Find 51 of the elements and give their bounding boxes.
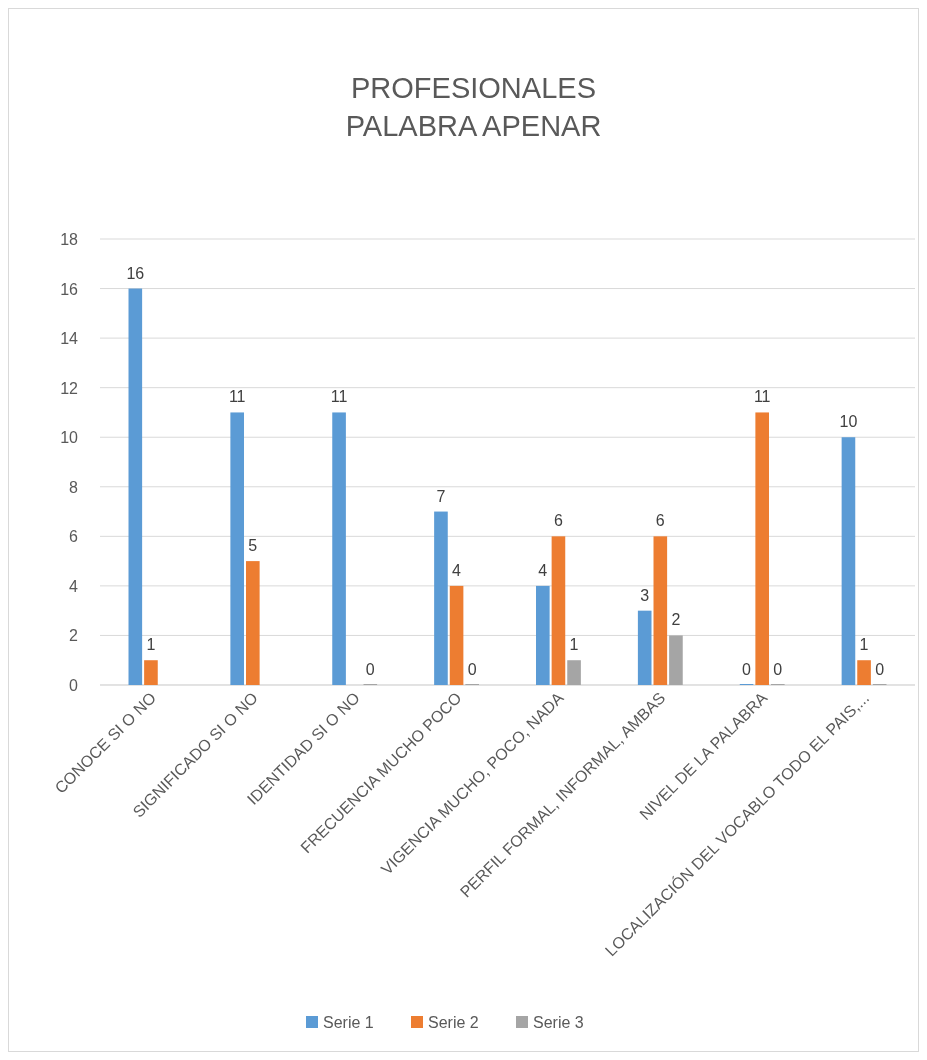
y-tick-label: 2 [69, 627, 79, 645]
data-label: 0 [365, 661, 375, 678]
data-label: 7 [436, 487, 446, 505]
bar [637, 610, 652, 685]
chart-title: PROFESIONALES PALABRA APENAR [345, 72, 602, 142]
legend-label: Serie 3 [533, 1014, 584, 1031]
data-label: 1 [146, 636, 156, 654]
bar [669, 635, 683, 685]
data-label: 3 [640, 586, 650, 604]
bar [857, 660, 871, 685]
y-tick-label: 14 [60, 330, 79, 348]
data-label: 11 [228, 388, 246, 406]
bar [128, 288, 143, 685]
bar [246, 561, 260, 685]
bar [841, 437, 856, 685]
bar [755, 412, 769, 685]
bar [144, 660, 158, 685]
data-label: 4 [538, 561, 548, 579]
data-label: 0 [742, 661, 752, 678]
y-tick-label: 12 [60, 379, 79, 397]
bar [551, 536, 566, 685]
y-tick-label: 18 [60, 231, 79, 248]
data-label: 11 [330, 388, 348, 406]
data-label: 0 [773, 661, 783, 678]
bar [434, 511, 448, 685]
y-tick-label: 6 [69, 528, 79, 546]
data-label: 10 [839, 413, 858, 431]
bar [332, 412, 346, 685]
data-label: 6 [655, 512, 665, 530]
data-label: 1 [569, 636, 579, 654]
y-tick-label: 0 [69, 677, 79, 694]
data-label: 16 [126, 264, 145, 282]
bar [536, 585, 550, 685]
data-label: 11 [753, 388, 771, 406]
data-label: 0 [467, 661, 477, 678]
data-label: 6 [553, 512, 563, 530]
data-label: 0 [875, 661, 885, 678]
data-label: 5 [248, 537, 258, 555]
y-tick-label: 10 [60, 429, 79, 447]
y-tick-label: 4 [69, 577, 79, 595]
data-label: 4 [452, 561, 462, 579]
legend-label: Serie 2 [428, 1014, 479, 1031]
data-label: 1 [859, 636, 869, 654]
bar [230, 412, 244, 685]
data-label: 2 [671, 611, 681, 629]
bar [449, 585, 464, 685]
bar [653, 536, 668, 685]
bar [567, 660, 581, 685]
legend-label: Serie 1 [323, 1014, 374, 1031]
y-tick-label: 8 [69, 478, 79, 496]
y-tick-label: 16 [60, 280, 79, 298]
